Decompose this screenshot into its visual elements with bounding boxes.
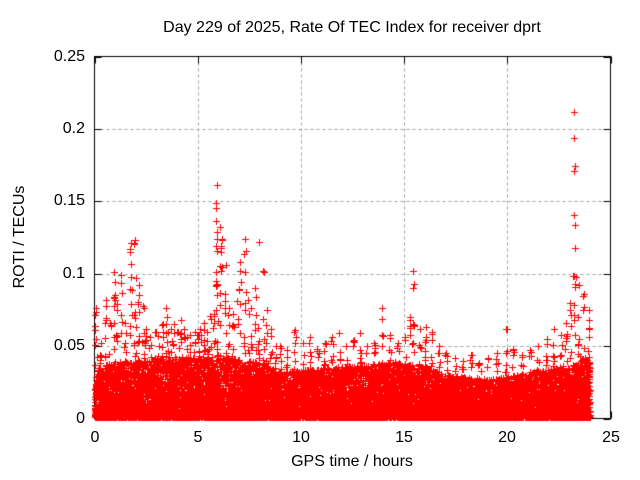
y-tick-label: 0.1 — [62, 265, 85, 282]
chart-title: Day 229 of 2025, Rate Of TEC Index for r… — [163, 19, 541, 36]
x-tick-label: 10 — [292, 429, 310, 446]
x-tick-label: 15 — [395, 429, 413, 446]
y-tick-label: 0.2 — [62, 120, 85, 137]
y-tick-label: 0 — [76, 410, 85, 427]
y-tick-label: 0.15 — [53, 192, 85, 209]
x-axis-label: GPS time / hours — [291, 453, 413, 470]
x-tick-label: 20 — [498, 429, 516, 446]
x-tick-label: 5 — [193, 429, 203, 446]
y-tick-label: 0.25 — [53, 48, 85, 65]
y-axis-label: ROTI / TECUs — [11, 185, 28, 289]
x-tick-label: 0 — [90, 429, 100, 446]
y-tick-label: 0.05 — [53, 337, 85, 354]
x-tick-label: 25 — [602, 429, 620, 446]
